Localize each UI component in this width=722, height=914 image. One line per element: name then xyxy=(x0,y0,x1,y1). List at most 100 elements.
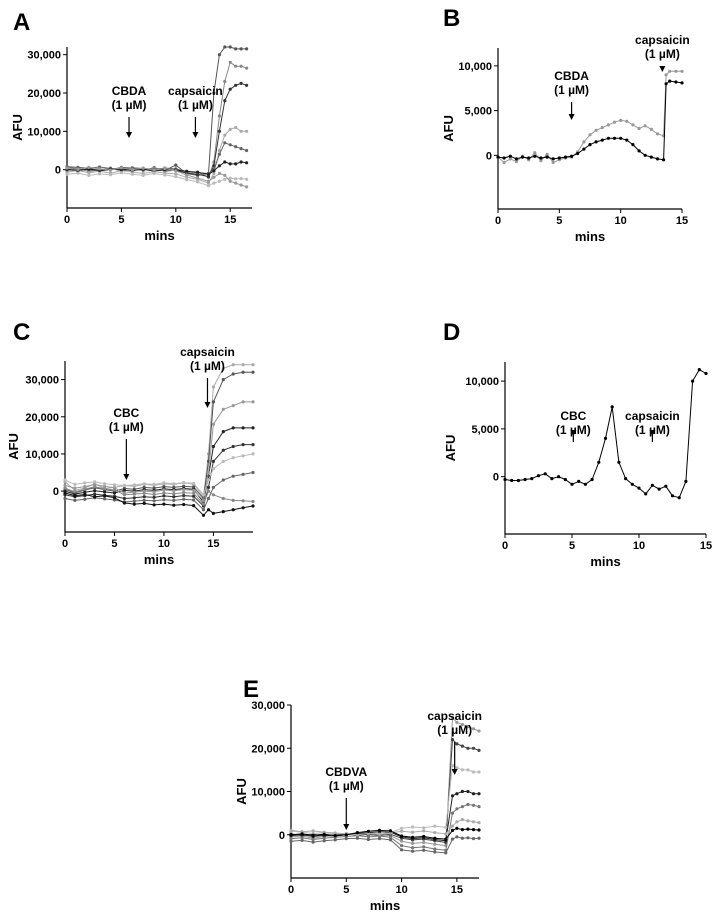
data-point xyxy=(132,492,136,496)
annotation-label: CBDA xyxy=(554,69,589,83)
panel-b-letter: B xyxy=(443,5,460,32)
x-tick-label: 0 xyxy=(62,538,68,550)
data-point xyxy=(231,474,235,478)
data-point xyxy=(223,141,227,145)
data-point xyxy=(119,166,123,170)
x-tick-label: 10 xyxy=(170,214,182,226)
data-point xyxy=(217,53,221,57)
data-point xyxy=(557,475,561,479)
series-7 xyxy=(63,470,255,512)
data-point xyxy=(455,720,459,724)
data-point xyxy=(649,155,653,159)
data-point xyxy=(477,748,481,753)
data-point xyxy=(63,491,67,495)
data-point xyxy=(245,185,249,189)
data-point xyxy=(73,482,77,486)
y-axis-title: AFU xyxy=(10,114,25,141)
data-point xyxy=(245,161,249,165)
data-point xyxy=(588,143,592,147)
data-point xyxy=(460,828,464,832)
data-point xyxy=(162,485,166,489)
data-point xyxy=(455,742,459,746)
data-point xyxy=(455,826,459,830)
data-point xyxy=(460,836,464,840)
data-point xyxy=(192,504,196,508)
data-point xyxy=(514,157,519,161)
data-point xyxy=(108,168,113,172)
annotation-label: capsaicin xyxy=(625,409,680,423)
x-tick-label: 10 xyxy=(395,884,407,896)
data-point xyxy=(221,407,225,411)
data-point xyxy=(631,143,635,147)
annotation-2: capsaicin(1 µM) xyxy=(635,33,690,72)
data-point xyxy=(311,840,315,844)
data-point xyxy=(563,477,567,482)
data-point xyxy=(162,502,166,506)
data-point xyxy=(400,834,404,838)
data-point xyxy=(93,480,97,484)
data-point xyxy=(152,171,156,176)
data-point xyxy=(241,443,245,447)
data-point xyxy=(206,172,211,176)
annotation-label: CBDA xyxy=(112,84,147,98)
data-point xyxy=(162,481,166,485)
data-point xyxy=(400,829,404,833)
data-point xyxy=(536,474,541,478)
data-point xyxy=(680,69,684,73)
data-point xyxy=(228,176,232,180)
x-tick-label: 10 xyxy=(158,538,170,550)
data-point xyxy=(152,495,156,499)
data-point xyxy=(460,789,464,794)
annotation-arrow-head xyxy=(343,824,350,830)
annotation-arrow-head xyxy=(570,430,577,436)
data-point xyxy=(174,172,178,176)
data-point xyxy=(122,496,126,501)
data-point xyxy=(251,504,255,508)
data-point xyxy=(471,746,476,750)
data-point xyxy=(533,151,537,155)
data-point xyxy=(231,372,235,376)
data-point xyxy=(619,136,623,140)
data-point xyxy=(377,832,382,836)
data-point xyxy=(217,114,221,118)
data-point xyxy=(63,478,67,482)
data-point xyxy=(674,80,678,84)
data-point xyxy=(643,153,647,157)
x-tick-label: 0 xyxy=(64,214,70,226)
data-point xyxy=(643,124,647,128)
data-point xyxy=(162,494,166,498)
data-point xyxy=(539,159,543,163)
data-point xyxy=(251,363,255,367)
data-point xyxy=(637,149,641,153)
y-tick-label: 10,000 xyxy=(27,126,61,138)
data-point xyxy=(98,167,102,171)
data-point xyxy=(344,833,348,837)
data-point xyxy=(668,79,672,83)
data-point xyxy=(142,498,146,502)
data-point xyxy=(130,168,134,172)
data-point xyxy=(152,499,156,503)
data-point xyxy=(174,169,178,173)
series-8 xyxy=(63,491,255,517)
data-point xyxy=(444,825,448,830)
data-point xyxy=(221,430,225,434)
data-point xyxy=(234,145,238,149)
data-point xyxy=(241,454,245,458)
data-point xyxy=(433,836,437,840)
series-7 xyxy=(289,826,481,841)
data-point xyxy=(223,99,227,103)
data-point xyxy=(192,498,196,502)
data-point xyxy=(182,502,186,507)
data-point xyxy=(196,180,200,184)
y-axis-title: AFU xyxy=(6,433,21,460)
annotation-label: (1 µM) xyxy=(178,98,213,112)
data-point xyxy=(141,166,145,170)
data-point xyxy=(201,508,206,512)
data-point xyxy=(112,496,117,500)
data-point xyxy=(103,484,107,488)
data-point xyxy=(590,477,594,482)
data-point xyxy=(228,162,232,166)
data-point xyxy=(471,837,476,841)
data-point xyxy=(211,511,215,515)
data-point xyxy=(251,470,255,475)
